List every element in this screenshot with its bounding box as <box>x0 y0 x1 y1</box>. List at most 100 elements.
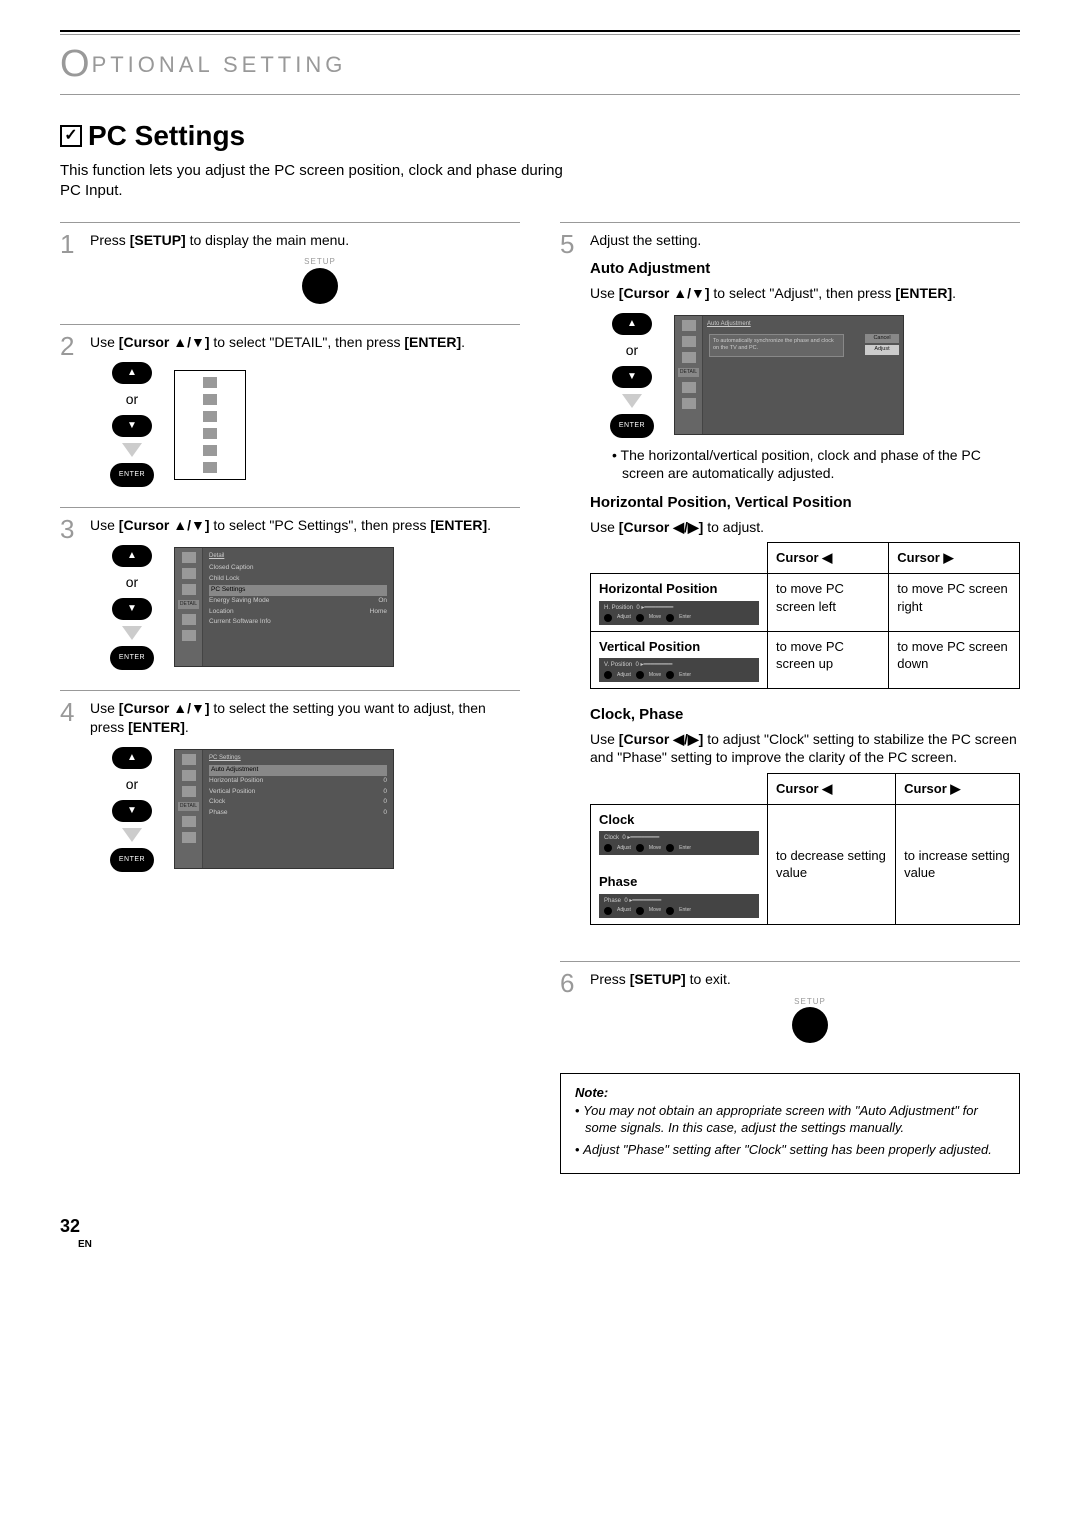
step-num-2: 2 <box>60 333 80 487</box>
v-position-bar: V. Position 0 ▸━━━━━━━━ Adjust Move Ente… <box>599 658 759 682</box>
step-5-body: Adjust the setting. Auto Adjustment Use … <box>590 231 1020 941</box>
th-cursor-left: Cursor ◀ <box>768 774 896 805</box>
step-4-body: Use [Cursor ▲/▼] to select the setting y… <box>90 699 520 872</box>
page-lang: EN <box>78 1238 1020 1252</box>
left-column: 1 Press [SETUP] to display the main menu… <box>60 222 520 1174</box>
osd-menu-item: Phase0 <box>209 808 387 819</box>
cell-v-right: to move PC screen down <box>889 631 1020 689</box>
cursor-up-icon: ▲ <box>612 313 652 335</box>
enter-button-icon: ENTER <box>110 646 154 670</box>
table-row: Cursor ◀ Cursor ▶ <box>591 543 1020 574</box>
remote-cluster-4: ▲ or ▼ ENTER DETAIL <box>110 747 520 872</box>
osd-menu-item: Vertical Position0 <box>209 787 387 798</box>
step-num-4: 4 <box>60 699 80 872</box>
step-3: 3 Use [Cursor ▲/▼] to select "PC Setting… <box>60 507 520 690</box>
osd-sidebar: DETAIL <box>175 548 203 666</box>
cell-h-right: to move PC screen right <box>889 573 1020 631</box>
cursor-down-icon: ▼ <box>112 598 152 620</box>
enter-button-icon: ENTER <box>110 848 154 872</box>
cp-instr: Use [Cursor ◀/▶] to adjust "Clock" setti… <box>590 730 1020 768</box>
page-title: ✓ PC Settings <box>60 117 1020 155</box>
osd-sidebar: DETAIL <box>175 750 203 868</box>
cell-cp-right: to increase setting value <box>896 804 1020 924</box>
cell-h-left: to move PC screen left <box>768 573 889 631</box>
step-num-5: 5 <box>560 231 580 941</box>
note-list: You may not obtain an appropriate screen… <box>575 1102 1005 1159</box>
cancel-button: Cancel <box>865 334 899 343</box>
hv-heading: Horizontal Position, Vertical Position <box>590 493 1020 513</box>
auto-adjust-heading: Auto Adjustment <box>590 259 1020 279</box>
setup-button-illustration: SETUP <box>120 257 520 304</box>
osd-menu-item: Closed Caption <box>209 563 387 574</box>
table-row: Cursor ◀ Cursor ▶ <box>591 774 1020 805</box>
step-num-3: 3 <box>60 516 80 670</box>
setup-button-icon <box>302 268 338 304</box>
arrow-down-icon <box>122 626 142 640</box>
remote-cluster-auto: ▲ or ▼ ENTER DETAIL <box>610 313 1020 438</box>
osd-detail-menu: DETAIL Detail Closed CaptionChild LockPC… <box>174 547 394 667</box>
step-6: 6 Press [SETUP] to exit. SETUP <box>560 961 1020 1064</box>
h-position-bar: H. Position 0 ▸━━━━━━━━ Adjust Move Ente… <box>599 601 759 625</box>
step-2: 2 Use [Cursor ▲/▼] to select "DETAIL", t… <box>60 324 520 507</box>
note-item: Adjust "Phase" setting after "Clock" set… <box>585 1141 1005 1159</box>
osd-auto-adjust: DETAIL Auto Adjustment To automatically … <box>674 315 904 435</box>
clock-bar: Clock 0 ▸━━━━━━━━ Adjust Move Enter <box>599 831 759 855</box>
osd-menu-item: Current Software Info <box>209 617 387 628</box>
osd-menu-item: LocationHome <box>209 607 387 618</box>
cell-cp-left: to decrease setting value <box>768 804 896 924</box>
table-row: Clock Clock 0 ▸━━━━━━━━ Adjust Move Ente… <box>591 804 1020 924</box>
cell-clock-label: Clock Clock 0 ▸━━━━━━━━ Adjust Move Ente… <box>591 804 768 924</box>
cursor-down-icon: ▼ <box>112 415 152 437</box>
two-column-layout: 1 Press [SETUP] to display the main menu… <box>60 222 1020 1174</box>
chapter-letter: O <box>60 39 94 90</box>
table-row: Horizontal Position H. Position 0 ▸━━━━━… <box>591 573 1020 631</box>
auto-dialog-text: To automatically synchronize the phase a… <box>709 334 844 357</box>
cursor-up-icon: ▲ <box>112 545 152 567</box>
arrow-down-icon <box>122 443 142 457</box>
th-cursor-left: Cursor ◀ <box>768 543 889 574</box>
chapter-rest: PTIONAL SETTING <box>92 50 347 80</box>
chapter-rule-top <box>60 30 1020 32</box>
or-label: or <box>126 573 138 592</box>
step-num-1: 1 <box>60 231 80 305</box>
note-box: Note: You may not obtain an appropriate … <box>560 1073 1020 1173</box>
cursor-down-icon: ▼ <box>112 800 152 822</box>
osd-pc-settings-menu: DETAIL PC Settings Auto AdjustmentHorizo… <box>174 749 394 869</box>
setup-label: SETUP <box>794 997 826 1008</box>
cursor-up-icon: ▲ <box>112 747 152 769</box>
setup-button-icon <box>792 1007 828 1043</box>
osd-auto-title: Auto Adjustment <box>707 320 899 328</box>
osd-title: PC Settings <box>209 754 387 762</box>
cell-v-left: to move PC screen up <box>768 631 889 689</box>
or-label: or <box>126 775 138 794</box>
note-item: You may not obtain an appropriate screen… <box>585 1102 1005 1137</box>
cell-h-label: Horizontal Position H. Position 0 ▸━━━━━… <box>591 573 768 631</box>
step-4: 4 Use [Cursor ▲/▼] to select the setting… <box>60 690 520 892</box>
chapter-heading: O PTIONAL SETTING <box>60 34 1020 95</box>
remote-cluster-2: ▲ or ▼ ENTER <box>110 362 520 487</box>
step-1: 1 Press [SETUP] to display the main menu… <box>60 222 520 325</box>
auto-adjust-instr: Use [Cursor ▲/▼] to select "Adjust", the… <box>590 284 1020 303</box>
osd-menu-item: Energy Saving ModeOn <box>209 596 387 607</box>
detail-tab-label: DETAIL <box>178 802 199 811</box>
or-label: or <box>126 390 138 409</box>
setup-label: SETUP <box>304 257 336 268</box>
osd-menu-item: Clock0 <box>209 797 387 808</box>
cell-v-label: Vertical Position V. Position 0 ▸━━━━━━━… <box>591 631 768 689</box>
step-6-body: Press [SETUP] to exit. SETUP <box>590 970 1020 1044</box>
arrow-down-icon <box>622 394 642 408</box>
or-label: or <box>626 341 638 360</box>
page-number: 32 EN <box>60 1214 1020 1252</box>
step-5: 5 Adjust the setting. Auto Adjustment Us… <box>560 222 1020 961</box>
detail-tab-label: DETAIL <box>178 600 199 609</box>
adjust-button: Adjust <box>865 345 899 354</box>
table-row: Vertical Position V. Position 0 ▸━━━━━━━… <box>591 631 1020 689</box>
osd-menu-item: Child Lock <box>209 574 387 585</box>
osd-main: Detail Closed CaptionChild LockPC Settin… <box>203 548 393 666</box>
osd-sidebar-preview <box>174 370 246 480</box>
hv-instr: Use [Cursor ◀/▶] to adjust. <box>590 518 1020 537</box>
osd-menu-item: PC Settings <box>209 585 387 596</box>
osd-title: Detail <box>209 552 387 560</box>
enter-button-icon: ENTER <box>110 463 154 487</box>
right-column: 5 Adjust the setting. Auto Adjustment Us… <box>560 222 1020 1174</box>
